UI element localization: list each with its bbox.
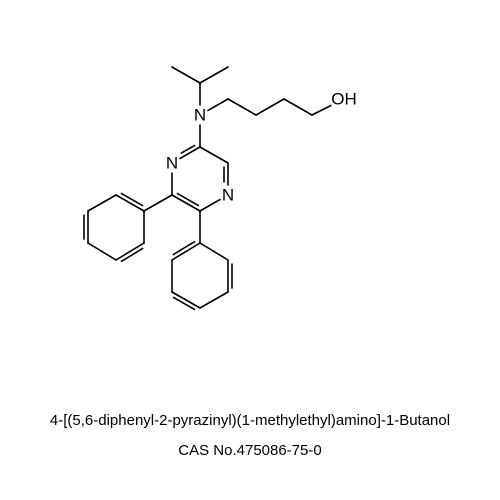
atom-label-amine_N: N <box>194 106 206 125</box>
compound-name: 4-[(5,6-diphenyl-2-pyrazinyl)(1-methylet… <box>0 412 500 429</box>
bond-layer <box>84 67 336 309</box>
atom-label-pz_n1: N <box>166 154 178 173</box>
cas-number: CAS No.475086-75-0 <box>0 442 500 459</box>
atom-label-hydroxyl_O: OH <box>331 90 357 109</box>
atom-label-pz_n4: N <box>222 186 234 205</box>
